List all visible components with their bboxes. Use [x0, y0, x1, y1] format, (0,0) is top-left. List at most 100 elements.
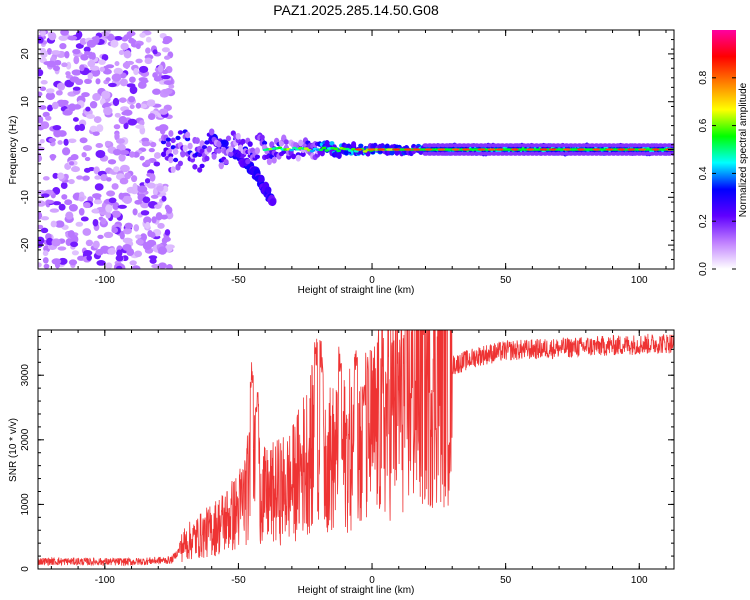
spectrogram-cell: [95, 78, 101, 85]
snr-frame: [37, 329, 675, 570]
spectrogram-cell: [161, 47, 170, 53]
spectrogram-cell: [362, 150, 368, 153]
spectrogram-cell: [108, 197, 117, 204]
snr-x-tick-label: -50: [231, 575, 246, 586]
spectrogram-cell: [333, 147, 339, 151]
spectrogram-cell: [112, 202, 120, 210]
snr-series-line: [38, 330, 674, 567]
spectrogram-cell: [555, 151, 561, 156]
spectrogram-cell: [209, 128, 215, 136]
spectrogram-cell: [185, 131, 191, 139]
spectrogram-x-tick-label: 100: [631, 275, 648, 286]
spectrogram-cell: [644, 151, 651, 156]
spectrogram-cell: [426, 151, 433, 156]
spectrogram-cell: [119, 164, 130, 173]
spectrogram-cell: [295, 154, 301, 162]
spectrogram-cell: [465, 151, 472, 156]
spectrogram-cell: [247, 141, 253, 147]
spectrogram-cell: [533, 151, 540, 156]
spectrogram-cell: [580, 151, 587, 156]
spectrogram-cell: [114, 36, 123, 41]
spectrogram-cell: [99, 66, 105, 72]
spectrogram-cell: [562, 148, 571, 151]
spectrogram-cell: [336, 152, 342, 160]
spectrogram-cell: [336, 149, 341, 153]
spectrogram-cell: [627, 143, 634, 148]
spectrogram-cell: [563, 143, 570, 148]
spectrogram-cell: [64, 50, 70, 59]
spectrogram-cell: [162, 185, 169, 193]
spectrogram-cell: [456, 143, 463, 148]
spectrogram-cell: [113, 67, 123, 75]
spectrogram-cell: [389, 149, 395, 156]
spectrogram-cell: [644, 143, 651, 148]
spectrogram-cell: [157, 64, 164, 73]
spectrogram-cell: [101, 54, 109, 61]
spectrogram-cell: [426, 143, 433, 148]
spectrogram-cell: [161, 69, 169, 75]
spectrogram-cell: [45, 199, 55, 204]
spectrogram-cell: [47, 104, 53, 112]
spectrogram-cell: [144, 57, 153, 65]
spectrogram-cell: [223, 159, 229, 165]
spectrogram-cell: [495, 143, 502, 148]
spectrogram-cell: [158, 246, 167, 255]
spectrogram-cell: [473, 151, 480, 156]
spectrogram-cell: [653, 143, 660, 148]
spectrogram-x-tick-label: -100: [95, 275, 115, 286]
spectrogram-cell: [95, 149, 106, 159]
spectrogram-cell: [165, 141, 171, 148]
spectrogram-cell: [48, 32, 57, 41]
spectrogram-cell: [38, 154, 43, 163]
spectrogram-cell: [38, 224, 44, 230]
spectrogram-cell: [461, 148, 470, 151]
spectrogram-cell: [197, 167, 203, 173]
spectrogram-cell: [254, 154, 260, 159]
spectrogram-cell: [71, 69, 82, 76]
spectrogram-cell: [86, 254, 92, 261]
spectrogram-cell: [102, 102, 112, 108]
spectrogram-cell: [40, 30, 46, 37]
spectrogram-cell: [649, 151, 656, 156]
spectrogram-cell: [40, 216, 50, 221]
spectrogram-cell: [68, 259, 78, 266]
spectrogram-cell: [73, 55, 80, 65]
spectrogram-cell: [614, 151, 621, 156]
spectrogram-cell: [435, 151, 442, 156]
spectrogram-cell: [143, 216, 152, 225]
spectrogram-cell: [593, 151, 600, 156]
spectrogram-heatmap: [38, 30, 674, 269]
spectrogram-cell: [619, 143, 626, 148]
spectrogram-cell: [48, 137, 56, 143]
spectrogram-cell: [666, 151, 673, 156]
spectrogram-cell: [653, 151, 660, 156]
spectrogram-cell: [422, 143, 429, 148]
spectrogram-cell: [56, 82, 64, 90]
spectrogram-cell: [593, 143, 600, 148]
spectrogram-cell: [75, 30, 83, 39]
spectrogram-cell: [67, 230, 75, 239]
spectrogram-cell: [94, 175, 102, 180]
spectrogram-cell: [354, 148, 363, 151]
spectrogram-cell: [103, 106, 113, 116]
spectrogram-cell: [452, 143, 459, 148]
spectrogram-cell: [100, 218, 107, 225]
spectrogram-cell: [525, 151, 532, 156]
colorbar-bar: [712, 30, 736, 269]
spectrogram-cell: [118, 116, 128, 125]
spectrogram-cell: [319, 149, 325, 157]
spectrogram-cell: [627, 148, 636, 151]
spectrogram-cell: [661, 151, 668, 156]
spectrogram-cell: [107, 159, 117, 165]
spectrogram-cell: [118, 153, 126, 162]
spectrogram-cell: [70, 241, 79, 248]
spectrogram-cell: [38, 236, 45, 245]
spectrogram-cell: [245, 158, 251, 165]
spectrogram-cell: [589, 143, 596, 148]
spectrogram-cell: [482, 143, 489, 148]
spectrogram-cell: [74, 124, 81, 132]
snr-x-tick-label: 0: [369, 575, 375, 586]
spectrogram-cell: [503, 143, 510, 148]
spectrogram-cell: [139, 103, 148, 109]
